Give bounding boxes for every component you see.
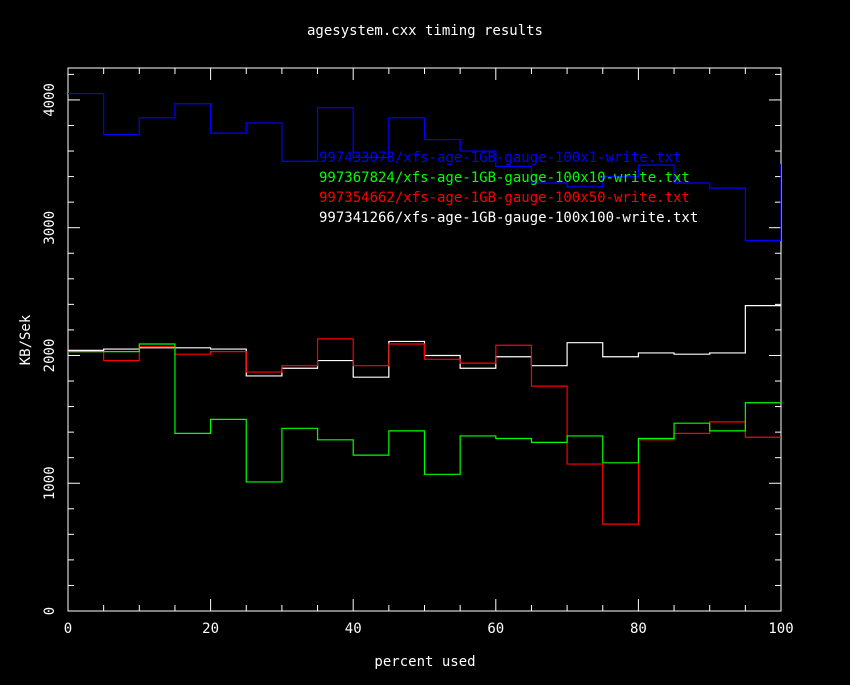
y-tick-label: 2000 (42, 339, 58, 373)
series-line-3 (68, 338, 781, 525)
legend-entry-4: 997341266/xfs-age-1GB-gauge-100x100-writ… (319, 210, 698, 226)
plot-layer: 0 20 40 60 80 10001000200030004000997433078/x… (42, 67, 794, 637)
y-tick-label: 0 (42, 607, 58, 615)
x-tick-label: 20 (202, 621, 219, 637)
legend-entry-2: 997367824/xfs-age-1GB-gauge-100x10-write… (319, 170, 690, 186)
x-axis-label: percent used (374, 654, 475, 670)
x-tick-label: 100 (768, 621, 793, 637)
chart-title: agesystem.cxx timing results (307, 23, 543, 39)
x-tick-label: 40 (345, 621, 362, 637)
legend-entry-1: 997433078/xfs-age-1GB-gauge-100x1-write.… (319, 150, 681, 166)
x-tick-label: 60 (487, 621, 504, 637)
series-line-1 (68, 92, 781, 242)
series-line-2 (68, 343, 781, 483)
y-axis-label: KB/Sek (18, 314, 34, 365)
y-tick-label: 3000 (42, 211, 58, 245)
x-tick-label: 0 (64, 621, 72, 637)
legend-entry-3: 997354662/xfs-age-1GB-gauge-100x50-write… (319, 190, 690, 206)
y-tick-label: 4000 (42, 83, 58, 117)
x-tick-label: 80 (630, 621, 647, 637)
y-tick-label: 1000 (42, 466, 58, 500)
